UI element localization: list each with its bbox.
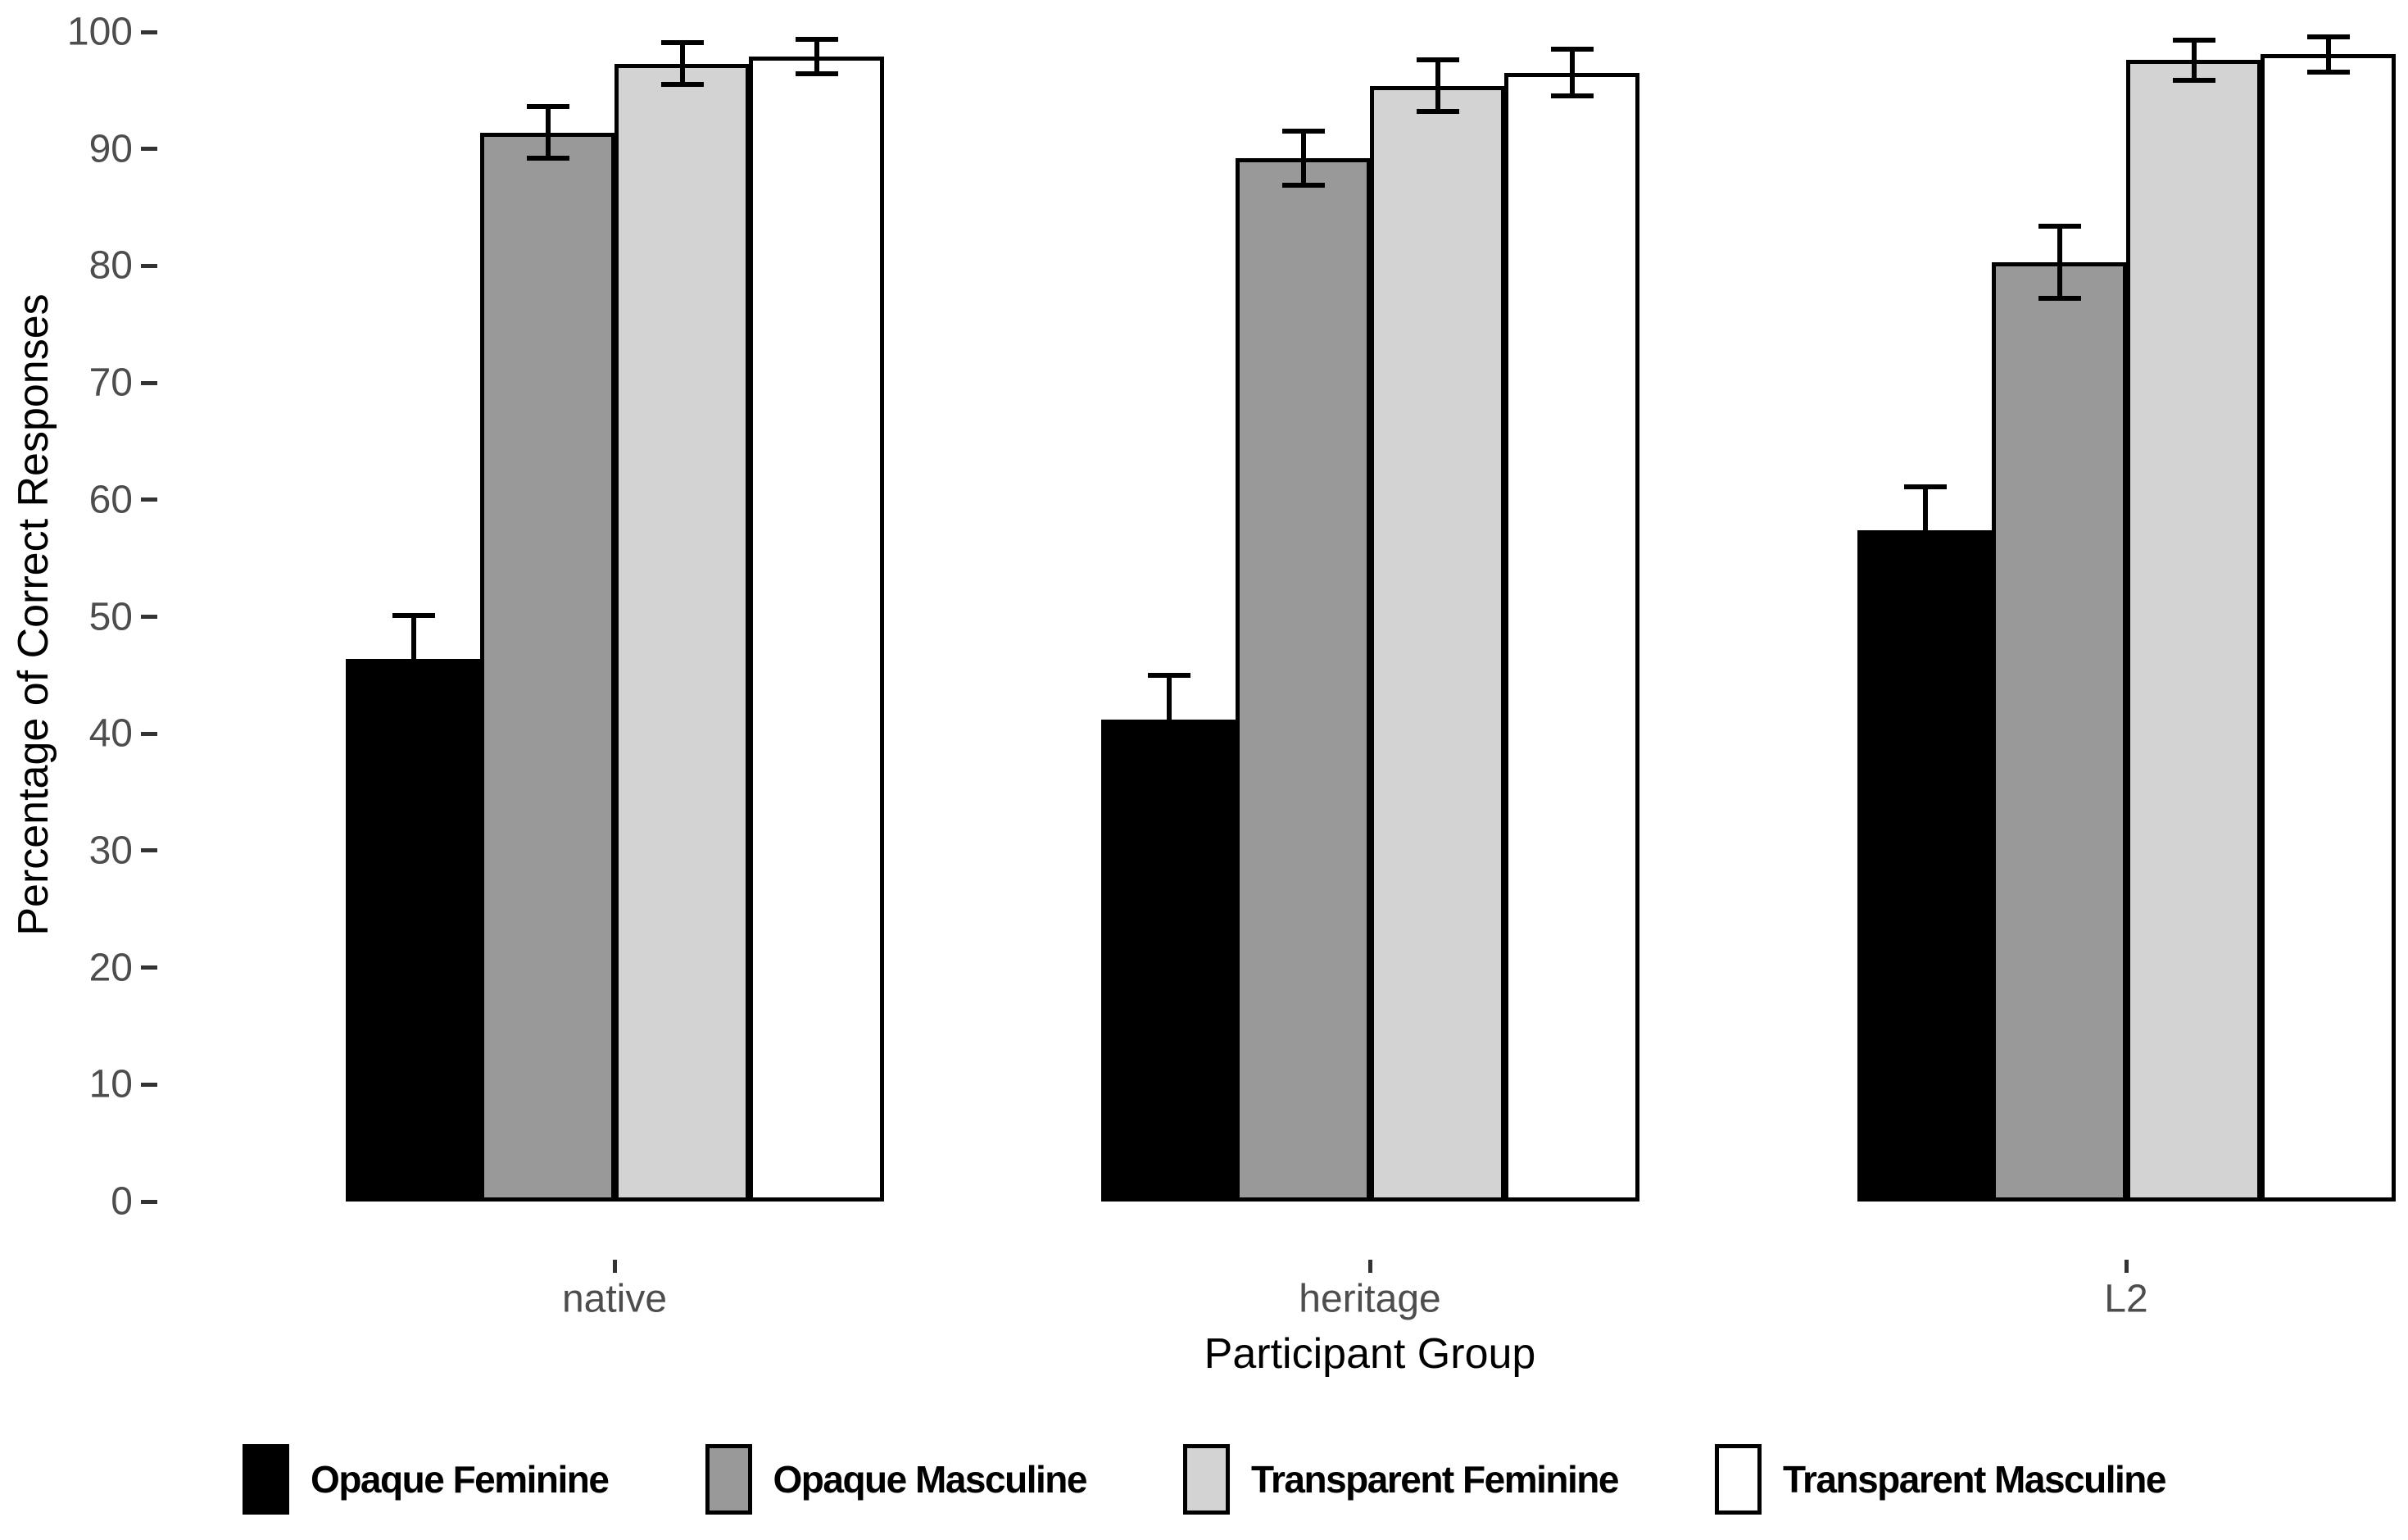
y-axis-tick [141,1082,157,1087]
error-bar-cap-bottom [1550,93,1594,99]
x-tick-label: native [561,1277,668,1321]
y-tick-label: 0 [111,1179,133,1224]
error-bar-line [1435,60,1440,112]
legend-label: Opaque Feminine [311,1458,610,1501]
y-axis-tick [141,1199,157,1204]
y-tick-label: 80 [88,243,133,288]
error-bar-cap-top [795,36,838,42]
legend-item: Transparent Masculine [1714,1444,2167,1515]
bar [2126,60,2261,1202]
error-bar-cap-bottom [660,82,704,88]
error-bar-cap-bottom [2038,296,2081,302]
y-axis-tick [141,848,157,853]
y-tick-label: 40 [88,711,133,756]
bar [749,56,884,1202]
y-axis-tick [141,147,157,152]
error-bar-cap-bottom [2306,69,2350,75]
error-bar-line [1922,487,1928,530]
y-axis-tick [141,615,157,619]
legend-item: Opaque Feminine [243,1444,610,1515]
error-bar-line [2325,36,2331,72]
error-bar-cap-top [2172,37,2215,43]
bar [1857,529,1993,1202]
error-bar-cap-bottom [1281,182,1325,188]
legend-swatch [1182,1444,1230,1515]
error-bar-line [1166,675,1172,720]
error-bar-cap-bottom [1416,109,1459,115]
y-axis-tick [141,30,157,34]
bar [346,658,481,1202]
legend-swatch [243,1444,290,1515]
x-axis-tick [612,1260,617,1273]
bar [1236,158,1371,1202]
y-tick-label: 30 [88,829,133,873]
x-axis-tick [1367,1260,1372,1273]
y-tick-label: 20 [88,946,133,990]
error-bar-cap-top [2306,34,2350,39]
legend-label: Opaque Masculine [773,1458,1088,1501]
error-bar-cap-top [1903,484,1947,490]
y-tick-label: 90 [88,127,133,171]
y-tick-label: 60 [88,478,133,522]
x-axis-title: Participant Group [1204,1330,1536,1378]
y-tick-label: 10 [88,1062,133,1106]
bar [1370,85,1505,1202]
bar [1992,262,2127,1202]
error-bar-cap-top [1550,47,1594,52]
bar [1504,72,1639,1202]
legend-swatch [705,1444,752,1515]
y-axis-tick [141,731,157,736]
legend-item: Opaque Masculine [705,1444,1088,1515]
y-tick-label: 70 [88,361,133,405]
legend-swatch [1714,1444,1762,1515]
legend-label: Transparent Feminine [1250,1458,1620,1501]
x-axis-tick [2124,1260,2129,1273]
bar [1101,720,1236,1202]
error-bar-cap-bottom [795,71,838,77]
y-tick-label: 50 [88,595,133,638]
y-axis-tick [141,263,157,268]
legend-label: Transparent Masculine [1782,1458,2167,1501]
error-bar-cap-top [1147,672,1190,678]
error-bar-cap-top [526,104,569,110]
legend-item: Transparent Feminine [1182,1444,1620,1515]
bar [480,132,615,1202]
error-bar-line [545,107,551,159]
error-bar-cap-bottom [526,156,569,161]
error-bar-cap-top [1416,57,1459,63]
x-tick-label: heritage [1299,1277,1441,1321]
error-bar-cap-top [2038,223,2081,229]
error-bar-cap-top [1281,129,1325,134]
y-axis-tick [141,497,157,502]
legend: Opaque Feminine Opaque Masculine Transpare… [0,1444,2408,1515]
y-axis-tick [141,965,157,970]
error-bar-cap-bottom [2172,77,2215,83]
y-tick-label: 100 [66,10,133,54]
error-bar-line [1300,131,1306,185]
error-bar-cap-top [392,613,435,619]
error-bar-line [410,616,416,659]
x-tick-label: L2 [2104,1277,2148,1321]
bar [614,63,750,1202]
error-bar-line [2191,39,2197,80]
error-bar-line [1569,49,1575,97]
error-bar-line [2057,225,2062,299]
y-axis-tick [141,380,157,385]
error-bar-line [814,39,819,75]
error-bar-cap-top [660,39,704,45]
bar [2261,54,2396,1202]
error-bar-line [679,42,685,85]
